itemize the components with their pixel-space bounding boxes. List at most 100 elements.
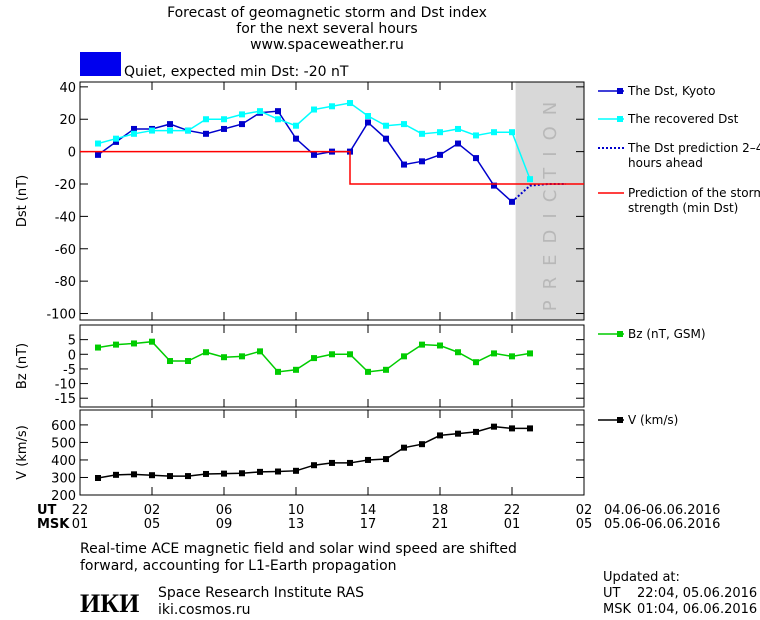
status-text: Quiet, expected min Dst: -20 nT bbox=[124, 64, 349, 80]
marker bbox=[113, 341, 119, 348]
marker bbox=[185, 127, 191, 134]
marker bbox=[257, 108, 263, 115]
y-tick-label: 500 bbox=[51, 436, 76, 451]
y-tick-label: -15 bbox=[55, 392, 76, 407]
marker bbox=[131, 340, 137, 347]
marker bbox=[257, 468, 263, 475]
y-axis-title: Dst (nT) bbox=[15, 175, 30, 227]
y-tick-label: -100 bbox=[46, 308, 76, 323]
marker bbox=[275, 116, 281, 123]
x-tick-label: 21 bbox=[432, 517, 449, 532]
marker bbox=[275, 468, 281, 475]
marker bbox=[401, 161, 407, 168]
x-tick-label: 02 bbox=[576, 503, 593, 518]
marker bbox=[473, 155, 479, 162]
marker bbox=[221, 470, 227, 477]
marker bbox=[455, 349, 461, 356]
marker bbox=[347, 100, 353, 107]
marker bbox=[437, 129, 443, 136]
marker bbox=[419, 158, 425, 165]
marker bbox=[131, 125, 137, 132]
title-line: www.spaceweather.ru bbox=[250, 37, 404, 53]
marker bbox=[293, 122, 299, 129]
marker bbox=[239, 353, 245, 360]
y-tick-label: -40 bbox=[55, 210, 76, 225]
marker bbox=[239, 470, 245, 477]
updated-zone: MSK bbox=[603, 602, 631, 617]
marker bbox=[527, 425, 533, 432]
marker bbox=[95, 344, 101, 351]
prediction-label: PREDICTION bbox=[540, 91, 561, 311]
x-tick-label: 01 bbox=[504, 517, 521, 532]
x-tick-label: 05 bbox=[144, 517, 161, 532]
y-tick-label: -80 bbox=[55, 275, 76, 290]
marker bbox=[275, 368, 281, 375]
marker bbox=[203, 470, 209, 477]
marker bbox=[113, 138, 119, 145]
marker bbox=[239, 111, 245, 118]
marker bbox=[491, 350, 497, 357]
legend-label: The recovered Dst bbox=[628, 112, 739, 126]
x-tick-label: 14 bbox=[360, 503, 377, 518]
plot-frame bbox=[79, 81, 585, 321]
series-line bbox=[511, 183, 566, 203]
legend-marker bbox=[617, 417, 623, 423]
marker bbox=[365, 456, 371, 463]
plot-frame bbox=[79, 409, 585, 496]
marker bbox=[185, 358, 191, 365]
marker bbox=[95, 140, 101, 147]
updated-zone: UT bbox=[603, 586, 621, 601]
x-tick-label: 22 bbox=[504, 503, 521, 518]
marker bbox=[149, 127, 155, 134]
marker bbox=[221, 354, 227, 361]
x-tick-label: 13 bbox=[288, 517, 305, 532]
y-tick-label: -20 bbox=[55, 178, 76, 193]
marker bbox=[203, 349, 209, 356]
marker bbox=[95, 475, 101, 481]
legend-marker bbox=[617, 116, 623, 122]
y-tick-label: 5 bbox=[68, 334, 76, 349]
institute: Space Research Institute RAS bbox=[158, 585, 364, 601]
y-tick-label: 40 bbox=[59, 81, 76, 96]
x-tick-label: 06 bbox=[216, 503, 233, 518]
marker bbox=[167, 127, 173, 134]
marker bbox=[167, 358, 173, 365]
y-tick-label: -5 bbox=[63, 363, 76, 378]
marker bbox=[167, 473, 173, 480]
marker bbox=[131, 471, 137, 478]
marker bbox=[455, 140, 461, 147]
marker bbox=[509, 353, 515, 360]
legend-label: Prediction of the storm strength (min Ds… bbox=[628, 186, 760, 215]
marker bbox=[365, 368, 371, 375]
msk-range: 05.06-06.06.2016 bbox=[604, 517, 720, 532]
y-tick-label: 0 bbox=[68, 146, 76, 161]
marker bbox=[365, 119, 371, 126]
status-swatch bbox=[80, 52, 121, 76]
title-line: for the next several hours bbox=[236, 21, 417, 37]
marker bbox=[329, 459, 335, 466]
y-tick-label: 400 bbox=[51, 454, 76, 469]
marker bbox=[257, 348, 263, 355]
x-tick-label: 01 bbox=[72, 517, 89, 532]
marker bbox=[509, 425, 515, 432]
marker bbox=[347, 351, 353, 358]
x-tick-label: 22 bbox=[72, 503, 89, 518]
marker bbox=[383, 456, 389, 463]
marker bbox=[509, 198, 515, 205]
marker bbox=[329, 103, 335, 110]
legend-marker bbox=[617, 88, 623, 94]
x-tick-label: 09 bbox=[216, 517, 233, 532]
marker bbox=[455, 430, 461, 437]
legend-label: The Dst, Kyoto bbox=[628, 84, 716, 98]
marker bbox=[293, 467, 299, 474]
x-tick-label: 10 bbox=[288, 503, 305, 518]
y-axis-title: Bz (nT) bbox=[15, 343, 30, 389]
x-tick-label: 17 bbox=[360, 517, 377, 532]
y-tick-label: -60 bbox=[55, 243, 76, 258]
legend-label: The Dst prediction 2–4 hours ahead bbox=[628, 141, 760, 170]
marker bbox=[149, 338, 155, 345]
legend-label: V (km/s) bbox=[628, 413, 679, 427]
updated-time: 01:04, 06.06.2016 bbox=[637, 602, 757, 617]
